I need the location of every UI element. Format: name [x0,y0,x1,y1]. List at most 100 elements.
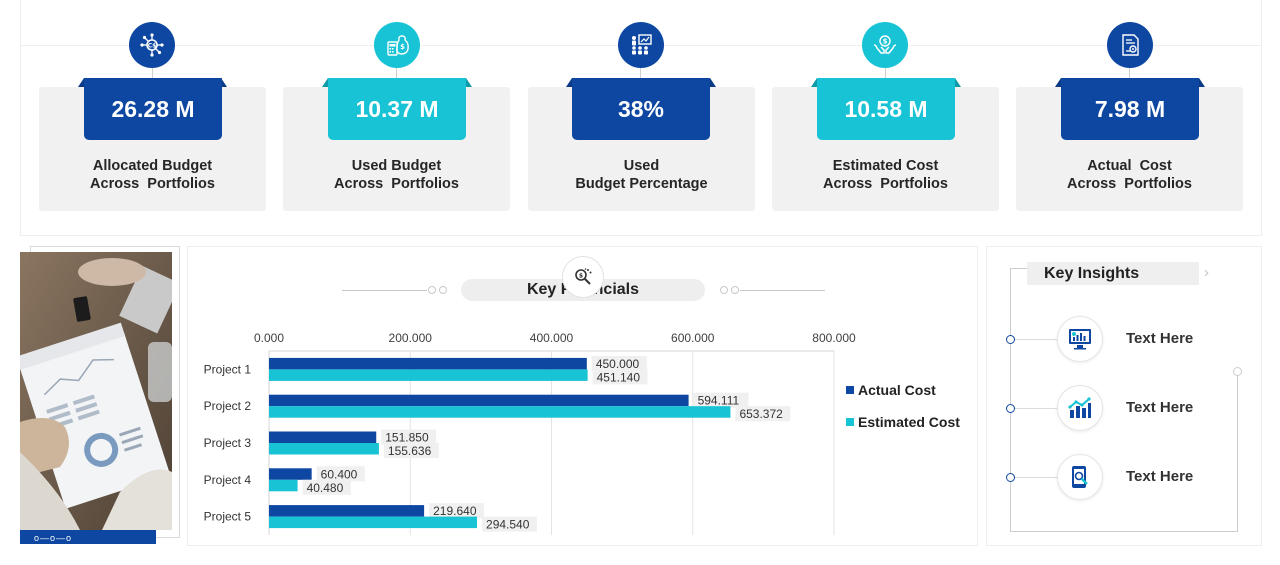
monitor-analytics-icon [1057,316,1103,362]
currency-network-icon: C$ [129,22,175,68]
key-financials-chart: 0.000 200.000 400.000 600.000 800.000 Project… [204,331,960,535]
growth-chart-icon [1057,385,1103,431]
team-presentation-icon [618,22,664,68]
key-insights-panel [986,246,1262,546]
money-bag-calculator-icon: $ [374,22,420,68]
bar-estimated-cost [269,369,588,381]
timeline-line [1010,531,1238,532]
bar-estimated-cost [269,516,478,529]
svg-text:C$: C$ [148,43,157,50]
data-label-bg [316,466,365,482]
data-label-bg [383,443,439,458]
insight-text: Text Here [1126,330,1194,347]
data-label: 450.000 [596,357,640,371]
decor-dot [731,286,739,294]
timeline-line [1237,375,1238,531]
x-tick-label: 800.000 [812,331,856,345]
kpi-value: 26.28 M [84,78,222,140]
magnifier-dollar-icon: $ [562,256,604,298]
timeline-node [1006,473,1015,482]
decor-dot [720,286,728,294]
decor-line-left [342,290,427,291]
data-label-bg [429,503,485,519]
data-label: 219.640 [433,504,477,518]
kpi-ribbon-fold [221,78,227,87]
decor-dot [439,286,447,294]
x-tick-label: 400.000 [530,331,574,345]
bar-actual-cost [269,357,587,370]
data-label-bg [302,479,351,495]
data-label: 594.111 [698,394,740,408]
insight-text: Text Here [1126,399,1194,416]
chevron-right-icon[interactable]: › [1204,264,1209,281]
kpi-value: 7.98 M [1061,78,1199,140]
svg-text:$: $ [400,43,405,51]
data-label: 653.372 [739,407,783,421]
kpi-value: 38% [572,78,710,140]
timeline-node [1006,335,1015,344]
kpi-value: 10.37 M [328,78,466,140]
photo-accent-bar [20,530,156,544]
kpi-ribbon-fold [710,78,716,87]
legend-label: Estimated Cost [858,414,960,430]
category-label: Project 3 [204,436,252,450]
data-label-bg [482,516,537,532]
kpi-ribbon-fold [322,78,328,87]
legend-label: Actual Cost [858,382,936,398]
data-label: 40.480 [307,481,344,495]
kpi-ribbon-fold [1055,78,1061,87]
data-label: 60.400 [321,467,358,481]
kpi-connector [885,67,886,79]
data-label-bg [591,355,647,371]
kpi-connector [152,67,153,79]
connector-line [1015,408,1057,409]
data-label-bg [381,429,437,445]
bar-actual-cost [269,468,312,480]
kpi-label: Used Budget Across Portfolios [334,158,459,192]
kpi-connector [640,67,641,79]
decor-line-right [740,290,825,291]
bar-actual-cost [269,505,425,517]
dots-decoration: o—o—o [34,533,73,543]
data-label: 151.850 [385,431,429,445]
kpi-ribbon-fold [811,78,817,87]
kpi-connector [396,67,397,79]
timeline-node [1006,404,1015,413]
data-label: 155.636 [388,444,432,458]
x-tick-label: 200.000 [389,331,433,345]
category-label: Project 1 [204,362,252,376]
key-insights-title: Key Insights [1027,262,1199,285]
x-tick-label: 0.000 [254,331,284,345]
data-label-bg [735,406,791,422]
category-label: Project 5 [204,510,252,524]
dollar-hands-icon: $ [862,22,908,68]
document-gear-icon [1107,22,1153,68]
mobile-search-icon [1057,454,1103,500]
data-label-bg [693,392,749,408]
chart-panel [187,246,978,546]
kpi-ribbon-fold [955,78,961,87]
bar-actual-cost [269,431,377,443]
kpi-label: Actual Cost Across Portfolios [1067,158,1192,192]
decor-dot [428,286,436,294]
kpi-connector [1129,67,1130,79]
insight-text: Text Here [1126,468,1194,485]
connector-line [1010,268,1011,298]
kpi-value: 10.58 M [817,78,955,140]
bar-estimated-cost [269,443,379,455]
timeline-node [1233,367,1242,376]
kpi-label: Estimated Cost Across Portfolios [823,158,948,192]
svg-text:$: $ [579,273,583,280]
data-label: 294.540 [486,518,530,532]
kpi-label: Used Budget Percentage [575,158,708,192]
legend-swatch [846,386,854,394]
svg-text:$: $ [883,38,888,46]
kpi-ribbon-fold [78,78,84,87]
bar-estimated-cost [269,406,731,418]
data-label: 451.140 [597,370,641,384]
kpi-ribbon-fold [466,78,472,87]
kpi-ribbon-fold [1199,78,1205,87]
connector-line [1015,477,1057,478]
bar-estimated-cost [269,479,298,492]
connector-line [1015,339,1057,340]
